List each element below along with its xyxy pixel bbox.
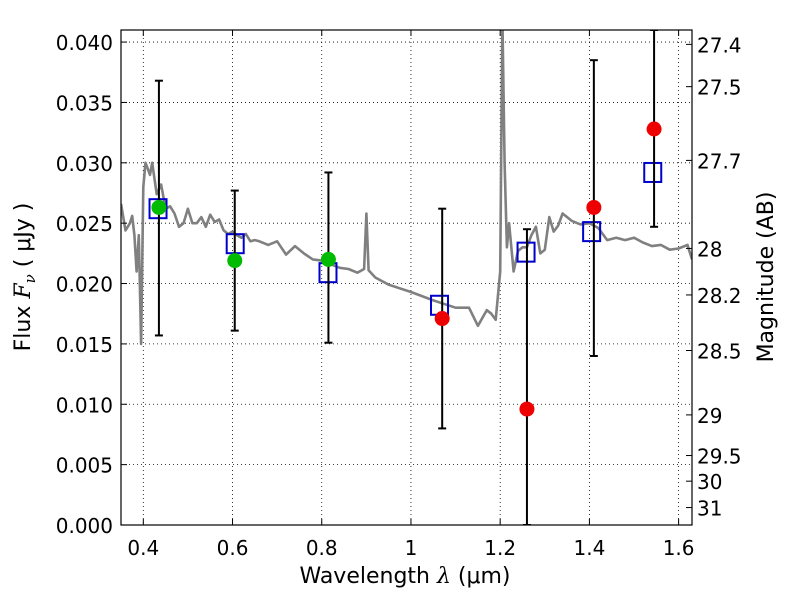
x-axis-label: Wavelength λ (μm) — [299, 564, 510, 589]
model-photometry-box — [582, 221, 602, 243]
y2-tick-label: 30 — [697, 470, 722, 494]
y2-tick-label: 27.5 — [697, 76, 742, 100]
y2-tick-label: 29 — [697, 404, 722, 428]
y2-tick-label: 28.5 — [697, 339, 742, 363]
y-axis-label-symbol: F — [11, 283, 36, 300]
x-tick-label: 0.4 — [127, 536, 159, 560]
observed-point-green — [320, 251, 336, 267]
observed-point-green — [227, 253, 243, 269]
y2-tick-label: 29.5 — [697, 445, 742, 469]
model-spectrum-line — [121, 30, 692, 346]
y-tick-label: 0.000 — [56, 514, 113, 538]
y2-tick-label: 28 — [697, 237, 722, 261]
y2-tick-label: 28.2 — [697, 284, 742, 308]
y-tick-label: 0.020 — [56, 273, 113, 297]
grid-layer — [121, 30, 692, 525]
x-tick-label: 0.8 — [306, 536, 338, 560]
y2-tick-label: 27.4 — [697, 33, 742, 57]
y-tick-label: 0.010 — [56, 393, 113, 417]
x-axis-label-unit: (μm) — [451, 564, 511, 589]
y-tick-label: 0.025 — [56, 212, 113, 236]
y2-tick-label: 31 — [697, 497, 722, 521]
x-tick-label: 1.4 — [573, 536, 605, 560]
x-tick-label: 0.6 — [217, 536, 249, 560]
y-axis-label: Flux Fν ( μJy ) — [11, 203, 39, 352]
x-tick-label: 1.6 — [663, 536, 695, 560]
y-axis-label-prefix: Flux — [11, 299, 36, 352]
y2-tick-label: 27.7 — [697, 149, 742, 173]
y-tick-label: 0.035 — [56, 91, 113, 115]
y-tick-label: 0.015 — [56, 333, 113, 357]
x-tick-label: 1.2 — [484, 536, 516, 560]
model-photometry-box — [643, 161, 663, 183]
y2-axis-label: Magnitude (AB) — [754, 192, 779, 363]
y-tick-label: 0.030 — [56, 152, 113, 176]
plot-frame — [120, 29, 693, 526]
series-layer — [121, 30, 692, 525]
observed-point-red — [434, 311, 450, 327]
x-axis-label-prefix: Wavelength — [299, 564, 437, 589]
y-tick-label: 0.040 — [56, 31, 113, 55]
observed-point-green — [151, 199, 167, 215]
y-axis-label-unit: ( μJy ) — [11, 203, 36, 275]
observed-point-red — [586, 199, 602, 215]
axis-layer: 0.4 0.6 0.8 1 1.2 1.4 1.6 0.000 0.005 0.010 0.015 0… — [56, 30, 742, 560]
x-axis-label-symbol: λ — [436, 564, 451, 589]
observed-point-red — [519, 401, 535, 417]
y-tick-label: 0.005 — [56, 454, 113, 478]
observed-point-red — [646, 121, 662, 137]
x-tick-label: 1 — [405, 536, 418, 560]
y-axis-label-subscript: ν — [21, 274, 39, 283]
